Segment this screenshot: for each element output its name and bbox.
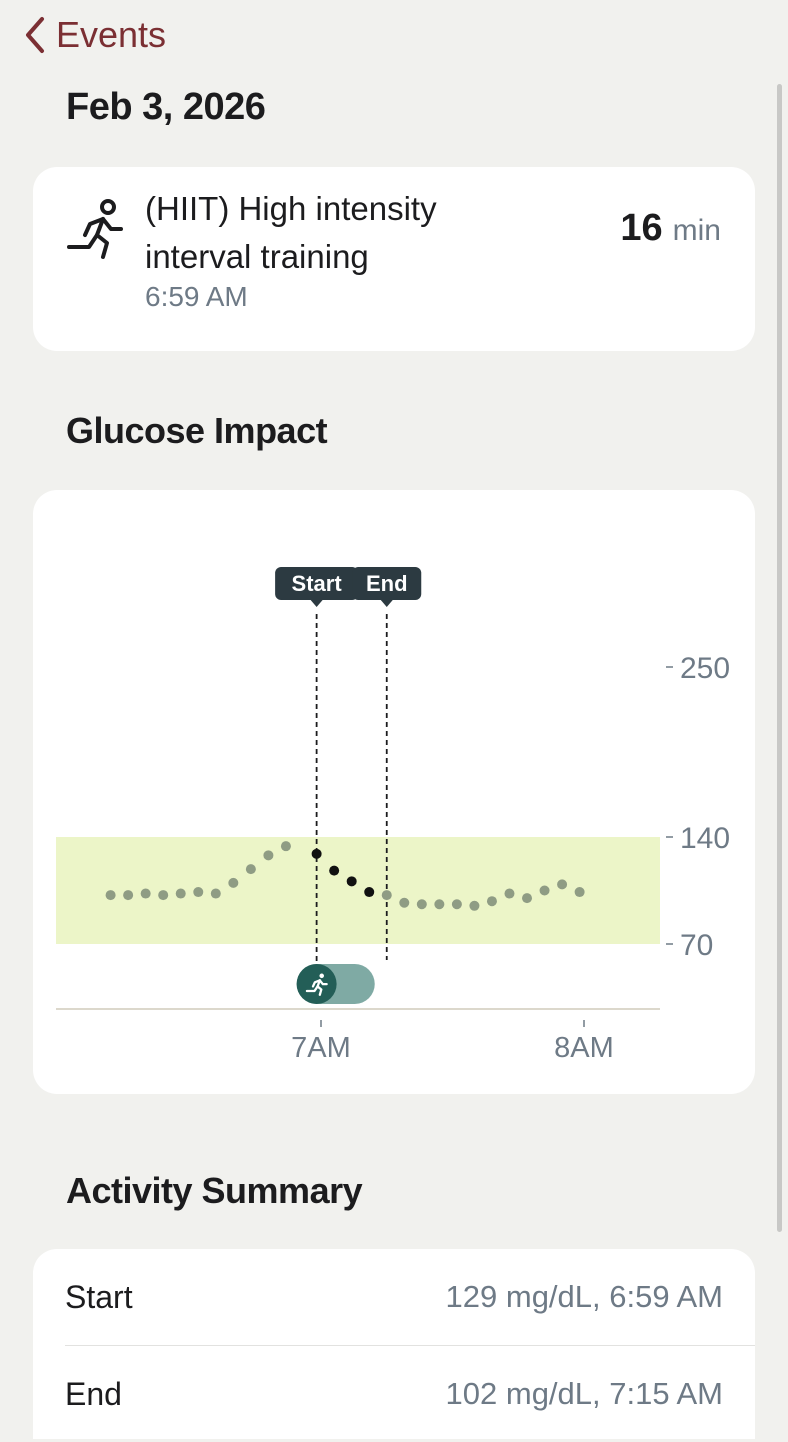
y-tick-label: 70: [680, 929, 713, 962]
glucose-point: [539, 885, 550, 896]
back-label: Events: [56, 14, 167, 55]
duration-value: 16: [620, 207, 663, 249]
event-time: 6:59 AM: [145, 281, 248, 312]
event-card[interactable]: (HIIT) High intensity interval training …: [33, 167, 755, 351]
back-button[interactable]: Events: [24, 10, 166, 60]
duration-unit: min: [672, 214, 721, 247]
marker-label-start: Start: [292, 571, 343, 596]
glucose-point: [451, 899, 462, 910]
summary-row-start: Start 129 mg/dL, 6:59 AM: [33, 1249, 755, 1345]
event-duration: 16 min: [620, 207, 721, 250]
activity-summary-heading: Activity Summary: [66, 1170, 363, 1211]
glucose-point-activity: [346, 876, 357, 887]
glucose-point: [469, 900, 480, 911]
glucose-point-activity: [329, 865, 340, 876]
marker-pill-start: [275, 567, 359, 600]
summary-label-start: Start: [65, 1278, 133, 1315]
glucose-point: [434, 899, 445, 910]
marker-label-end: End: [366, 571, 408, 596]
summary-label-end: End: [65, 1375, 122, 1412]
activity-summary-card: Start 129 mg/dL, 6:59 AM End 102 mg/dL, …: [33, 1249, 755, 1439]
glucose-point: [381, 890, 392, 901]
glucose-point: [486, 896, 497, 907]
glucose-point: [280, 841, 291, 852]
glucose-point: [574, 887, 585, 898]
x-tick-label: 8AM: [554, 1032, 614, 1064]
x-tick-label: 7AM: [291, 1032, 351, 1064]
glucose-point: [105, 890, 116, 901]
glucose-chart: 250 140 70 7AM 8AM Start End: [56, 567, 730, 1064]
event-name: (HIIT) High intensity interval training: [145, 190, 437, 275]
glucose-point: [123, 890, 134, 901]
target-range-band: [56, 837, 660, 944]
glucose-point: [140, 888, 151, 899]
running-person-icon: [305, 973, 328, 996]
glucose-point-activity: [311, 848, 322, 859]
glucose-chart-card: 250 140 70 7AM 8AM Start End: [33, 490, 755, 1094]
marker-pointer-end: [380, 600, 393, 607]
glucose-point: [175, 888, 186, 899]
marker-pointer-start: [310, 600, 323, 607]
glucose-point: [158, 890, 169, 901]
glucose-point: [504, 888, 515, 899]
summary-divider: [65, 1345, 755, 1346]
y-tick-label: 140: [680, 822, 730, 855]
glucose-point: [263, 850, 274, 861]
chevron-left-icon: [26, 17, 44, 53]
glucose-point: [193, 887, 204, 898]
y-tick-label: 250: [680, 652, 730, 685]
glucose-point: [522, 893, 533, 904]
summary-value-end: 102 mg/dL, 7:15 AM: [445, 1376, 723, 1411]
glucose-point-activity: [364, 887, 375, 898]
scrollbar[interactable]: [777, 84, 782, 1232]
glucose-point: [228, 877, 239, 888]
running-person-icon: [67, 199, 123, 259]
marker-pill-end: [352, 567, 422, 600]
glucose-point: [245, 864, 256, 875]
glucose-point: [210, 888, 221, 899]
glucose-point: [399, 897, 410, 908]
glucose-point: [557, 879, 568, 890]
glucose-point: [416, 899, 427, 910]
summary-value-start: 129 mg/dL, 6:59 AM: [445, 1279, 723, 1314]
activity-icon-badge: [296, 964, 337, 1004]
page-title: Feb 3, 2026: [66, 86, 266, 128]
glucose-impact-heading: Glucose Impact: [66, 410, 328, 451]
summary-row-end: End 102 mg/dL, 7:15 AM: [33, 1346, 755, 1442]
